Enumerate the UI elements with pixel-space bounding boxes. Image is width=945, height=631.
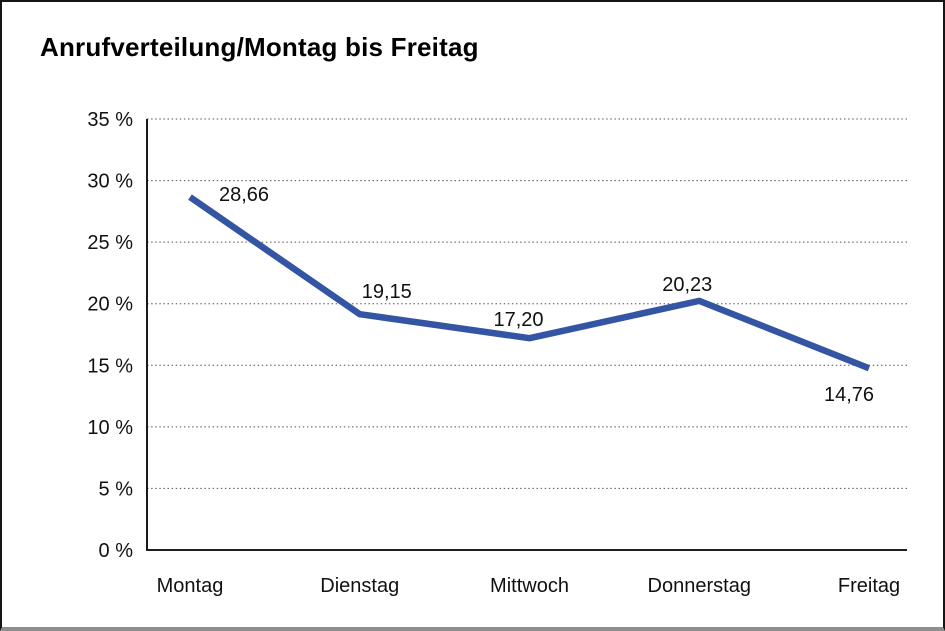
x-axis-label: Montag bbox=[157, 575, 224, 597]
data-point-label: 19,15 bbox=[362, 281, 412, 303]
data-point-label: 20,23 bbox=[662, 274, 712, 296]
data-line bbox=[188, 194, 871, 372]
y-tick-label: 20 % bbox=[87, 294, 133, 316]
data-point-label: 14,76 bbox=[824, 384, 874, 406]
y-tick-label: 5 % bbox=[99, 478, 134, 500]
data-point-label: 17,20 bbox=[493, 309, 543, 331]
y-tick-label: 30 % bbox=[87, 171, 133, 193]
chart-title: Anrufverteilung/Montag bis Freitag bbox=[40, 32, 479, 62]
y-tick-label: 15 % bbox=[87, 355, 133, 377]
x-axis-label: Dienstag bbox=[320, 575, 399, 597]
x-axis-label: Mittwoch bbox=[490, 575, 569, 597]
y-tick-label: 35 % bbox=[87, 109, 133, 131]
x-axis-label: Donnerstag bbox=[648, 575, 751, 597]
y-tick-label: 10 % bbox=[87, 417, 133, 439]
y-tick-label: 25 % bbox=[87, 232, 133, 254]
y-tick-label: 0 % bbox=[99, 540, 134, 562]
axis-line bbox=[146, 119, 907, 551]
data-point-label: 28,66 bbox=[219, 184, 269, 206]
x-axis-label: Freitag bbox=[838, 575, 900, 597]
